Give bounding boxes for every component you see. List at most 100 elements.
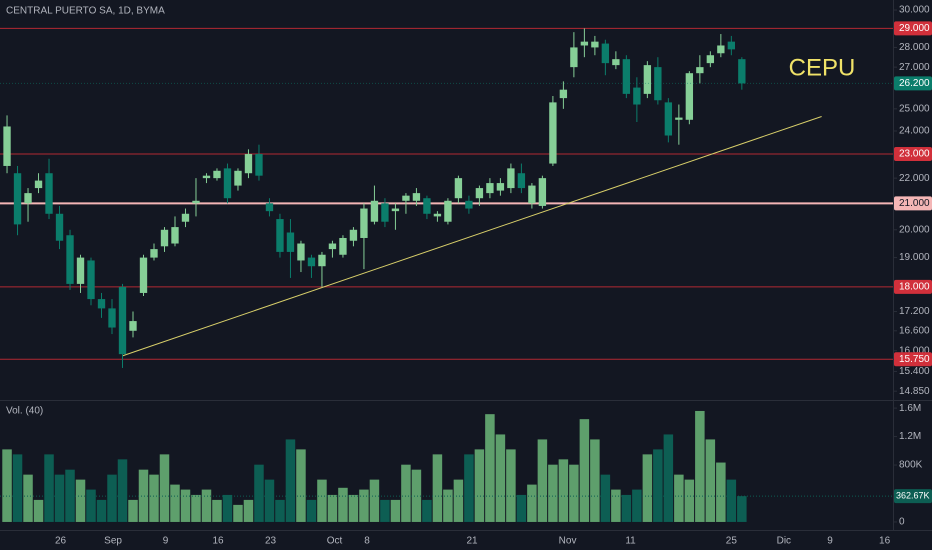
level-label-box	[894, 147, 932, 162]
candle-body	[475, 188, 484, 199]
candle-body	[87, 260, 95, 300]
volume-bar	[65, 469, 75, 522]
candle-body	[580, 41, 589, 46]
volume-bar	[474, 449, 485, 522]
volume-bar	[495, 434, 506, 522]
x-tick-label: 8	[364, 536, 370, 547]
annotation: CEPU	[789, 54, 856, 81]
x-tick-label: 11	[625, 536, 636, 547]
volume-bar	[558, 459, 569, 522]
volume-bar	[359, 489, 369, 522]
volume-bar	[264, 479, 275, 522]
volume-bar	[674, 474, 684, 522]
candle-body	[24, 193, 32, 204]
volume-bar	[590, 439, 600, 522]
candle-body	[496, 183, 505, 191]
level-label: 15.750	[899, 354, 930, 365]
volume-bar	[86, 489, 96, 522]
candle-body	[223, 168, 232, 199]
candle-body	[370, 200, 379, 222]
volume-bar	[338, 487, 348, 522]
volume-bar	[2, 449, 12, 522]
volume-bar	[180, 489, 191, 522]
volume-bar	[569, 464, 579, 522]
volume-bar	[212, 499, 222, 522]
volume-bar	[201, 489, 212, 522]
volume-bar	[600, 474, 611, 522]
volume-bar	[170, 484, 180, 522]
volume-bar	[380, 499, 390, 522]
volume-bar	[369, 479, 380, 522]
volume-bar	[296, 449, 306, 522]
candle-body	[349, 229, 358, 241]
candle-body	[507, 168, 515, 189]
candle-body	[517, 173, 526, 189]
candle-body	[171, 227, 179, 244]
last-volume-box	[894, 489, 932, 504]
level-label: 18.000	[899, 282, 930, 293]
y-tick-label: 25.000	[899, 103, 930, 114]
volume-bar	[653, 449, 663, 522]
candle-body	[706, 55, 715, 64]
candle-body	[307, 257, 316, 267]
candle-body	[612, 59, 620, 66]
volume-bar	[579, 419, 590, 522]
candle-body	[34, 180, 43, 189]
y-tick-label: 27.000	[899, 62, 930, 73]
volume-tick-label: 1.2M	[899, 431, 921, 442]
level-label-box	[894, 196, 932, 211]
volume-bar	[149, 474, 159, 522]
candle-body	[486, 183, 494, 194]
volume-bar	[128, 499, 138, 522]
volume-bar	[12, 454, 23, 522]
volume-bar	[695, 410, 705, 522]
volume-bar	[23, 474, 33, 522]
candle-body	[675, 117, 683, 120]
candle-body	[591, 41, 599, 48]
candle-body	[664, 102, 673, 136]
candle-body	[738, 59, 746, 84]
candle-body	[255, 154, 263, 176]
volume-tick-label: 1.6M	[899, 403, 921, 414]
candle-body	[391, 208, 400, 212]
candle-body	[717, 45, 725, 54]
candle-body	[118, 286, 127, 355]
candle-body	[339, 237, 347, 255]
candle-body	[76, 257, 85, 284]
candle-body	[160, 229, 169, 247]
candle-body	[108, 308, 116, 328]
volume-bar	[254, 464, 264, 522]
volume-bar	[233, 504, 243, 522]
volume-bar	[737, 496, 747, 522]
candle-body	[265, 203, 274, 212]
candle-body	[97, 299, 106, 309]
volume-bar	[44, 454, 54, 522]
volume-bar	[243, 499, 254, 522]
candle-body	[549, 102, 557, 164]
volume-bar	[516, 494, 527, 522]
candle-body	[570, 47, 578, 68]
y-tick-label: 15.400	[899, 366, 930, 377]
volume-bar	[621, 494, 632, 522]
candle-body	[328, 243, 337, 250]
y-tick-label: 30.000	[899, 5, 930, 16]
candle-body	[276, 219, 284, 252]
volume-bar	[726, 479, 737, 522]
x-tick-label: Oct	[327, 536, 343, 547]
volume-bar	[453, 479, 464, 522]
candle-body	[685, 73, 694, 120]
x-tick-label: 9	[163, 536, 169, 547]
candle-body	[234, 170, 242, 186]
x-tick-label: Sep	[104, 536, 122, 547]
candle-body	[433, 213, 442, 217]
level-label-box	[894, 21, 932, 36]
candle-body	[454, 178, 463, 199]
volume-bar	[191, 494, 201, 522]
candle-body	[727, 41, 736, 50]
volume-tick-label: 0	[899, 517, 905, 528]
candle-body	[528, 185, 536, 204]
candle-body	[444, 200, 452, 222]
candle-body	[601, 43, 610, 64]
candle-body	[622, 59, 631, 94]
candle-body	[213, 170, 221, 179]
